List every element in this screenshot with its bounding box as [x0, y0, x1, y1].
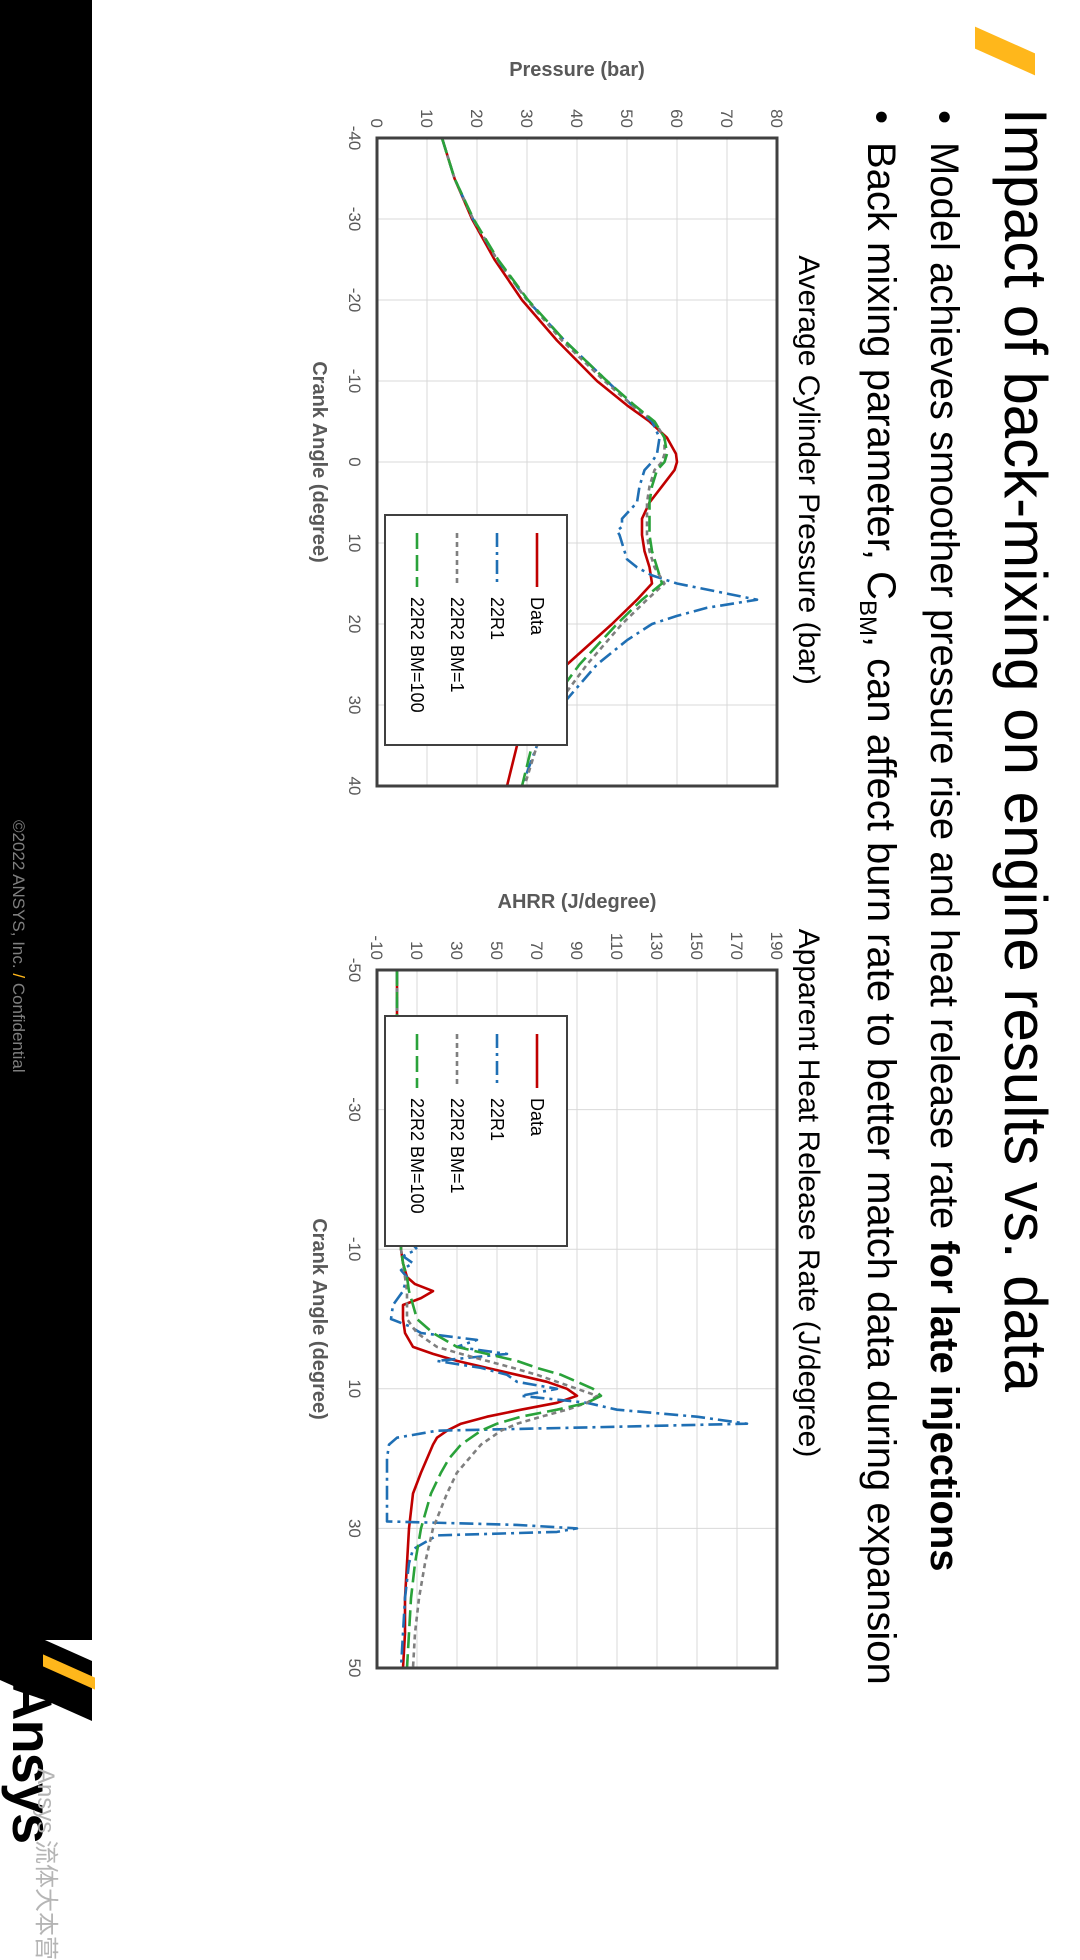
ahrr-ytick-0: -10 [367, 935, 386, 960]
pressure-ytick-0: 0 [367, 119, 386, 128]
ahrr-xtick-3: 10 [345, 1379, 364, 1398]
ahrr-ytick-2: 30 [447, 941, 466, 960]
ahrr-ytick-8: 150 [687, 932, 706, 960]
copyright: ©2022 ANSYS, Inc. / Confidential [8, 820, 28, 1073]
pressure-ytick-5: 50 [617, 109, 636, 128]
pressure-ytick-4: 40 [567, 109, 586, 128]
pressure-xtick-3: -10 [345, 369, 364, 394]
ahrr-xtick-5: 50 [345, 1659, 364, 1678]
ahrr-plot-frame [375, 968, 779, 1670]
pressure-legend-label-3: 22R2 BM=100 [407, 597, 427, 713]
pressure-legend-label-0: Data [527, 597, 547, 636]
ahrr-xaxis-label: Crank Angle (degree) [308, 1218, 330, 1420]
ahrr-ytick-9: 170 [727, 932, 746, 960]
pressure-ytick-3: 30 [517, 109, 536, 128]
ahrr-legend-label-1: 22R1 [487, 1098, 507, 1141]
ahrr-xtick-1: -30 [345, 1097, 364, 1122]
pressure-xtick-6: 20 [345, 615, 364, 634]
copyright-slash: / [9, 973, 28, 979]
ahrr-ytick-6: 110 [607, 933, 626, 960]
pressure-series-line-0 [440, 138, 679, 786]
pressure-xtick-8: 40 [345, 777, 364, 796]
ahrr-xtick-2: -10 [345, 1237, 364, 1262]
pressure-xtick-7: 30 [345, 696, 364, 715]
pressure-ytick-7: 70 [717, 109, 736, 128]
ahrr-ytick-4: 70 [527, 941, 546, 960]
pressure-xaxis-label: Crank Angle (degree) [308, 361, 330, 563]
ahrr-xtick-4: 30 [345, 1519, 364, 1538]
ahrr-legend-label-3: 22R2 BM=100 [407, 1098, 427, 1214]
ahrr-yaxis-label: AHRR (J/degree) [498, 891, 657, 913]
pressure-legend-box [384, 514, 568, 746]
pressure-ytick-2: 20 [467, 109, 486, 128]
ahrr-legend-label-0: Data [527, 1098, 547, 1137]
copyright-text: ©2022 ANSYS, Inc. [9, 820, 28, 969]
ahrr-ytick-3: 50 [487, 941, 506, 960]
pressure-legend-label-1: 22R1 [487, 597, 507, 640]
pressure-yaxis-label: Pressure (bar) [509, 59, 645, 81]
pressure-ytick-8: 80 [767, 109, 786, 128]
pressure-ytick-1: 10 [417, 109, 436, 128]
pressure-chart: 0 10 20 30 40 50 60 70 80 -40 -30 -20 -10 0 10 20 30 40 Cr… [308, 59, 786, 796]
watermark: Ansys 流体大本营 [32, 1768, 59, 1960]
ahrr-series-line-1 [385, 970, 749, 1668]
confidential-label: Confidential [9, 982, 28, 1073]
ahrr-chart: -10 10 30 50 70 90 110 130 150 170 190 -50 -30 -10 10 3… [308, 891, 786, 1678]
pressure-legend-label-2: 22R2 BM=1 [447, 597, 467, 693]
ahrr-ytick-5: 90 [567, 941, 586, 960]
pressure-xtick-0: -40 [345, 126, 364, 151]
ahrr-ytick-7: 130 [647, 932, 666, 960]
pressure-xtick-2: -20 [345, 288, 364, 313]
pressure-series-line-1 [440, 138, 759, 786]
pressure-plot-frame [375, 136, 779, 788]
ahrr-xtick-0: -50 [345, 958, 364, 983]
slide: Impact of back-mixing on engine results … [0, 0, 1080, 1920]
pressure-series-line-3 [440, 138, 669, 786]
ahrr-ytick-1: 10 [407, 941, 426, 960]
ahrr-legend-label-2: 22R2 BM=1 [447, 1098, 467, 1194]
pressure-xtick-4: 0 [345, 457, 364, 466]
ahrr-ytick-10: 190 [767, 932, 786, 960]
pressure-xtick-5: 10 [345, 534, 364, 553]
pressure-ytick-6: 60 [667, 109, 686, 128]
ahrr-legend-box [384, 1015, 568, 1247]
pressure-series-line-2 [440, 138, 666, 786]
pressure-xtick-1: -30 [345, 207, 364, 232]
